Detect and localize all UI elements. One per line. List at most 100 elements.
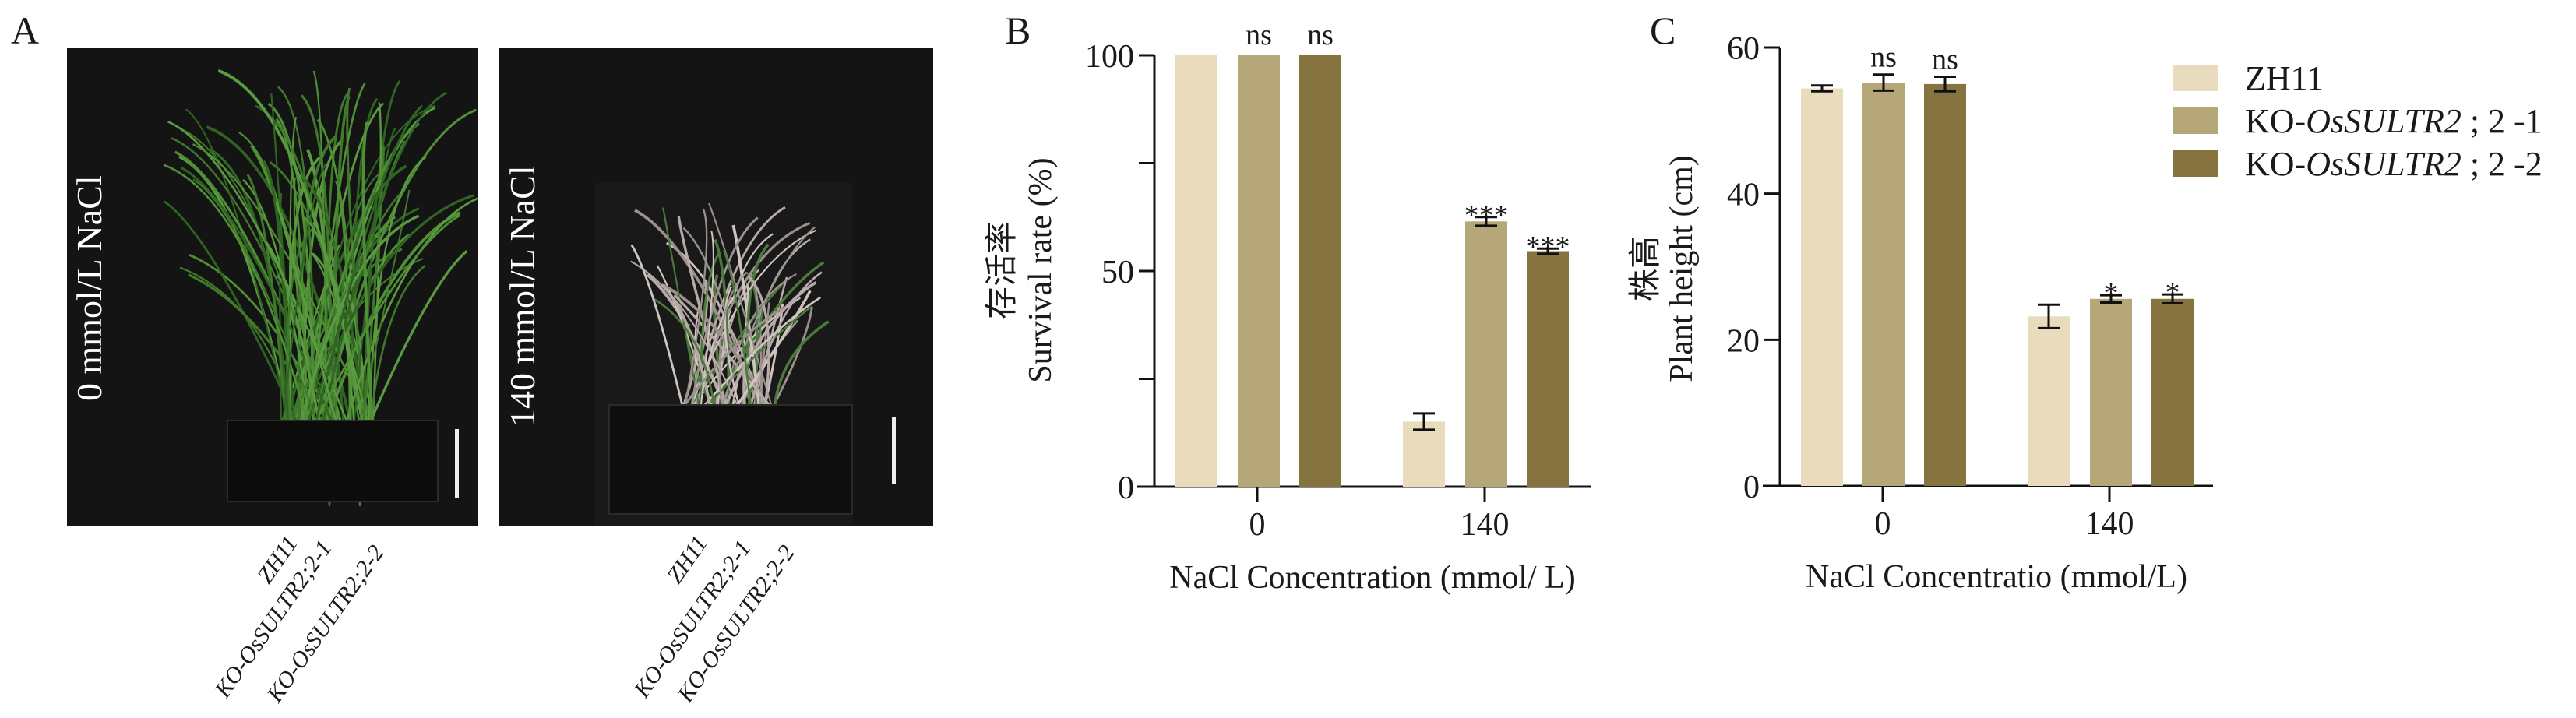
legend-gene: OsSULTR2 xyxy=(2306,102,2461,140)
scale-bar xyxy=(455,429,459,498)
leaf-blade xyxy=(752,276,788,410)
photo-0-mmol: 0 mmol/L NaCl xyxy=(67,48,479,526)
bar xyxy=(1924,83,1966,486)
leaf-blade xyxy=(303,216,355,421)
leaf-blade xyxy=(275,202,337,421)
legend-swatch xyxy=(2173,107,2218,134)
leaf-blade xyxy=(677,216,728,410)
condition-label: 140 mmol/L NaCl xyxy=(502,165,542,427)
significance-label: ns xyxy=(1246,19,1272,51)
significance-label: ns xyxy=(1870,41,1897,74)
leaf-blade xyxy=(689,216,759,410)
x-tick-label: 0 xyxy=(1875,506,1891,542)
leaf-blade xyxy=(630,244,685,410)
bar xyxy=(1527,251,1569,487)
leaf-blade xyxy=(334,172,381,421)
significance-label: ns xyxy=(1932,44,1958,76)
leaf-blade xyxy=(718,271,748,410)
legend-prefix: ZH11 xyxy=(2245,59,2324,97)
bar xyxy=(1175,55,1217,487)
leaf-blade xyxy=(700,251,721,410)
hydroponic-box xyxy=(608,404,853,515)
x-axis-label: NaCl Concentratio (mmol/L) xyxy=(1806,559,2187,595)
condition-label: 0 mmol/L NaCl xyxy=(69,175,109,401)
leaf-blade xyxy=(300,214,420,421)
bar xyxy=(2151,298,2194,486)
leaf-blade xyxy=(361,121,374,421)
panel-label-b: B xyxy=(1005,9,1031,52)
leaf-blade xyxy=(300,94,332,421)
leaf-blade xyxy=(315,214,461,421)
leaf-blade xyxy=(315,104,424,421)
leaf-blade xyxy=(720,226,816,410)
significance-label: *** xyxy=(1526,231,1570,263)
leaf-blade xyxy=(322,91,448,421)
significance-label: * xyxy=(2165,276,2180,309)
leaf-blade xyxy=(163,200,298,421)
legend-swatch xyxy=(2173,65,2218,91)
leaf-blade xyxy=(749,271,823,410)
leaf-blade xyxy=(192,178,317,421)
hydroponic-box xyxy=(227,420,439,502)
leaf-blade xyxy=(724,287,741,410)
rice-plants-healthy xyxy=(163,69,479,507)
leaf-blade xyxy=(773,320,830,410)
x-tick-label: 140 xyxy=(2085,506,2134,542)
y-axis-label: Plant height (cm) xyxy=(1664,155,1700,382)
leaf-blade xyxy=(242,178,311,421)
leaf-blade xyxy=(630,260,740,410)
leaf-blade xyxy=(209,148,291,421)
x-axis-label: NaCl Concentration (mmol/ L) xyxy=(1169,560,1575,596)
significance-label: *** xyxy=(1464,199,1509,232)
leaf-blade xyxy=(345,197,479,421)
x-tick-label: 0 xyxy=(1249,507,1266,543)
y-tick-label: 40 xyxy=(1727,178,1760,213)
y-axis-label-cn: 株高 xyxy=(1628,236,1664,301)
legend-label: KO-OsSULTR2 ; 2 -2 xyxy=(2245,145,2543,183)
y-tick-label: 20 xyxy=(1727,323,1760,359)
x-tick-label: 140 xyxy=(1461,507,1510,543)
leaf-blade xyxy=(673,294,774,410)
photo-140-mmol: 140 mmol/L NaCl xyxy=(499,48,933,526)
bar xyxy=(1801,88,1843,487)
legend-suffix: ; 2 -2 xyxy=(2461,145,2543,183)
leaf-blade xyxy=(723,249,752,410)
leaf-blade xyxy=(369,250,468,421)
leaf-blade xyxy=(654,297,716,410)
bar xyxy=(1862,83,1905,487)
leaf-blade xyxy=(185,108,289,421)
leaf-blade xyxy=(163,164,308,421)
leaf-blade xyxy=(287,228,313,421)
y-tick-label: 100 xyxy=(1085,39,1134,75)
y-axis-label-cn: 存活率 xyxy=(984,221,1020,319)
y-tick-label: 0 xyxy=(1743,470,1760,505)
leaf-blade xyxy=(700,296,822,410)
leaf-blade xyxy=(310,251,368,421)
y-tick-label: 60 xyxy=(1727,31,1760,67)
panel-label-a: A xyxy=(11,9,39,52)
leaf-blade xyxy=(267,102,315,421)
leaf-blade xyxy=(282,163,327,421)
legend-label: KO-OsSULTR2 ; 2 -1 xyxy=(2245,102,2543,140)
leaf-blade xyxy=(681,306,785,410)
leaf-blade xyxy=(714,238,731,410)
leaf-blade xyxy=(700,231,714,410)
y-tick-label: 50 xyxy=(1101,255,1134,290)
significance-label: * xyxy=(2104,277,2119,310)
plant-height-chart: 0 20 40 60 0 140 ns * ns * 株高 Plant height (cm) NaCl… xyxy=(1628,31,2213,595)
legend-suffix: ; 2 -1 xyxy=(2461,102,2543,140)
panel-label-c: C xyxy=(1650,9,1676,52)
bar xyxy=(1238,55,1280,487)
bar xyxy=(1403,421,1445,487)
leaf-blade xyxy=(192,143,370,421)
survival-rate-chart: 0 50 100 0 140 ns *** ns *** 存活率 Survival rate (%)… xyxy=(984,19,1591,596)
legend-gene: OsSULTR2 xyxy=(2306,145,2461,183)
legend-prefix: KO- xyxy=(2245,102,2306,140)
bar xyxy=(1299,55,1341,487)
leaf-blade xyxy=(369,265,426,421)
leaf-blade xyxy=(708,202,774,410)
leaf-blade xyxy=(683,208,708,410)
bar xyxy=(2028,316,2070,486)
